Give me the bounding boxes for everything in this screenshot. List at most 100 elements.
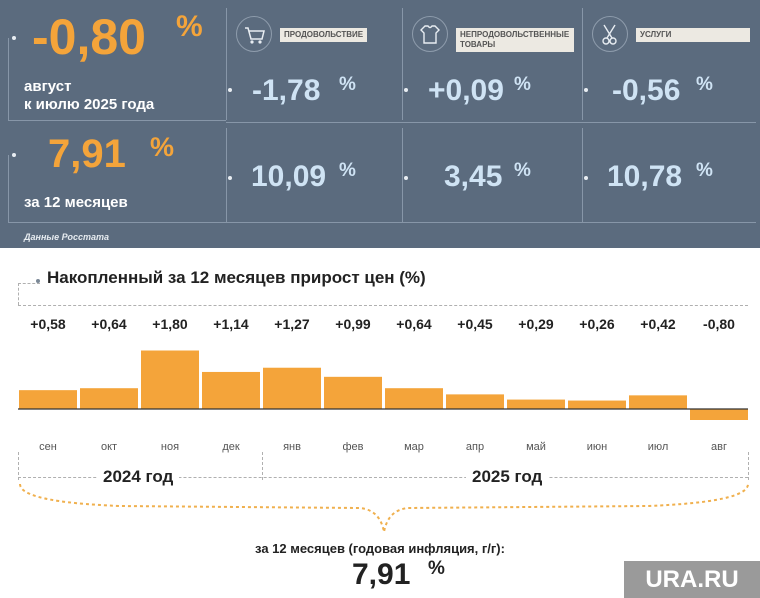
category-label-food: ПРОДОВОЛЬСТВИЕ [280,28,368,42]
value-label-сен: +0,58 [30,316,66,332]
grid-divider [8,38,9,120]
monthly-caption-period: к июлю 2025 года [24,96,155,113]
title-underline [18,305,748,306]
month-label-дек: дек [222,441,240,453]
title-bracket [18,283,19,305]
bullet-dot [404,176,408,180]
grid-divider [226,128,227,222]
annual-total-value: 7,91 [48,132,126,176]
source-note: Данные Росстата [24,232,109,242]
food-monthly-value: -1,78 [252,74,321,107]
services-annual-value: 10,78 [607,160,683,193]
services-monthly-value: -0,56 [612,74,681,107]
food-annual-pct: % [339,160,356,181]
bar-май [507,399,565,409]
bullet-dot [404,88,408,92]
monthly-total-value: -0,80 [32,9,146,65]
month-label-янв: янв [283,441,301,453]
bar-ноя [141,350,199,409]
value-label-янв: +1,27 [274,316,310,332]
value-label-фев: +0,99 [335,316,371,332]
shopping-cart-icon [236,16,272,52]
grid-divider [8,120,226,121]
bullet-dot [584,176,588,180]
month-label-мар: мар [404,441,424,453]
nonfood-annual-value: 3,45 [444,160,503,193]
value-label-дек: +1,14 [213,316,249,332]
watermark-logo: URA.RU [624,561,760,598]
month-label-сен: сен [39,441,57,453]
bar-chart [18,350,748,420]
bar-окт [80,388,138,409]
year-bracket [18,477,748,478]
category-label-nonfood: НЕПРОДОВОЛЬСТВЕННЫЕ ТОВАРЫ [456,28,574,52]
chart-title: Накопленный за 12 месяцев прирост цен (%… [47,268,426,287]
annual-inflation-caption: за 12 месяцев (годовая инфляция, г/г): [255,541,505,556]
value-label-авг: -0,80 [703,316,735,332]
year-bracket [18,452,19,480]
month-label-авг: авг [711,441,727,453]
title-bracket [18,283,40,284]
value-label-июл: +0,42 [640,316,676,332]
bar-мар [385,388,443,409]
nonfood-monthly-value: +0,09 [428,74,504,107]
value-label-окт: +0,64 [91,316,127,332]
value-label-июн: +0,26 [579,316,615,332]
grid-divider [582,8,583,120]
grid-divider [226,222,756,223]
services-monthly-pct: % [696,74,713,95]
grid-divider [402,128,403,222]
bar-июл [629,395,687,409]
annual-inflation-value: 7,91 [352,558,411,591]
bullet-dot [36,279,40,283]
month-label-июл: июл [647,441,669,453]
value-label-май: +0,29 [518,316,554,332]
total-brace [19,483,749,533]
bullet-dot [228,88,232,92]
bar-янв [263,367,321,409]
month-label-июн: июн [586,441,608,453]
month-label-фев: фев [342,441,364,453]
bullet-dot [584,88,588,92]
month-label-окт: окт [100,441,118,453]
bar-сен [19,390,77,409]
grid-divider [226,8,227,120]
monthly-total-pct: % [176,10,203,43]
year-bracket [262,452,263,480]
category-label-services: УСЛУГИ [636,28,750,42]
bar-фев [324,376,382,409]
nonfood-monthly-pct: % [514,74,531,95]
month-label-ноя: ноя [160,441,180,453]
bar-июн [568,400,626,409]
grid-divider [8,155,9,222]
clothing-icon [412,16,448,52]
nonfood-annual-pct: % [514,160,531,181]
month-label-май: май [526,441,546,453]
monthly-caption: август [24,78,72,95]
grid-divider [226,122,756,123]
value-label-мар: +0,64 [396,316,432,332]
month-label-апр: апр [465,441,485,453]
grid-divider [582,128,583,222]
value-label-ноя: +1,80 [152,316,188,332]
summary-panel: -0,80 % август к июлю 2025 года 7,91 % з… [0,0,760,248]
grid-divider [8,222,226,223]
year-bracket [748,452,749,480]
year-label-2025: 2025 год [466,467,549,487]
bar-дек [202,371,260,409]
annual-total-pct: % [150,132,175,162]
grid-divider [402,8,403,120]
bar-апр [446,394,504,409]
bullet-dot [228,176,232,180]
bar-авг [690,409,748,420]
annual-inflation-pct: % [428,558,445,579]
bullet-dot [12,153,16,157]
bullet-dot [12,36,16,40]
annual-caption: за 12 месяцев [24,194,128,211]
food-annual-value: 10,09 [251,160,327,193]
year-label-2024: 2024 год [97,467,180,487]
services-annual-pct: % [696,160,713,181]
scissors-comb-icon [592,16,628,52]
food-monthly-pct: % [339,74,356,95]
value-label-апр: +0,45 [457,316,493,332]
